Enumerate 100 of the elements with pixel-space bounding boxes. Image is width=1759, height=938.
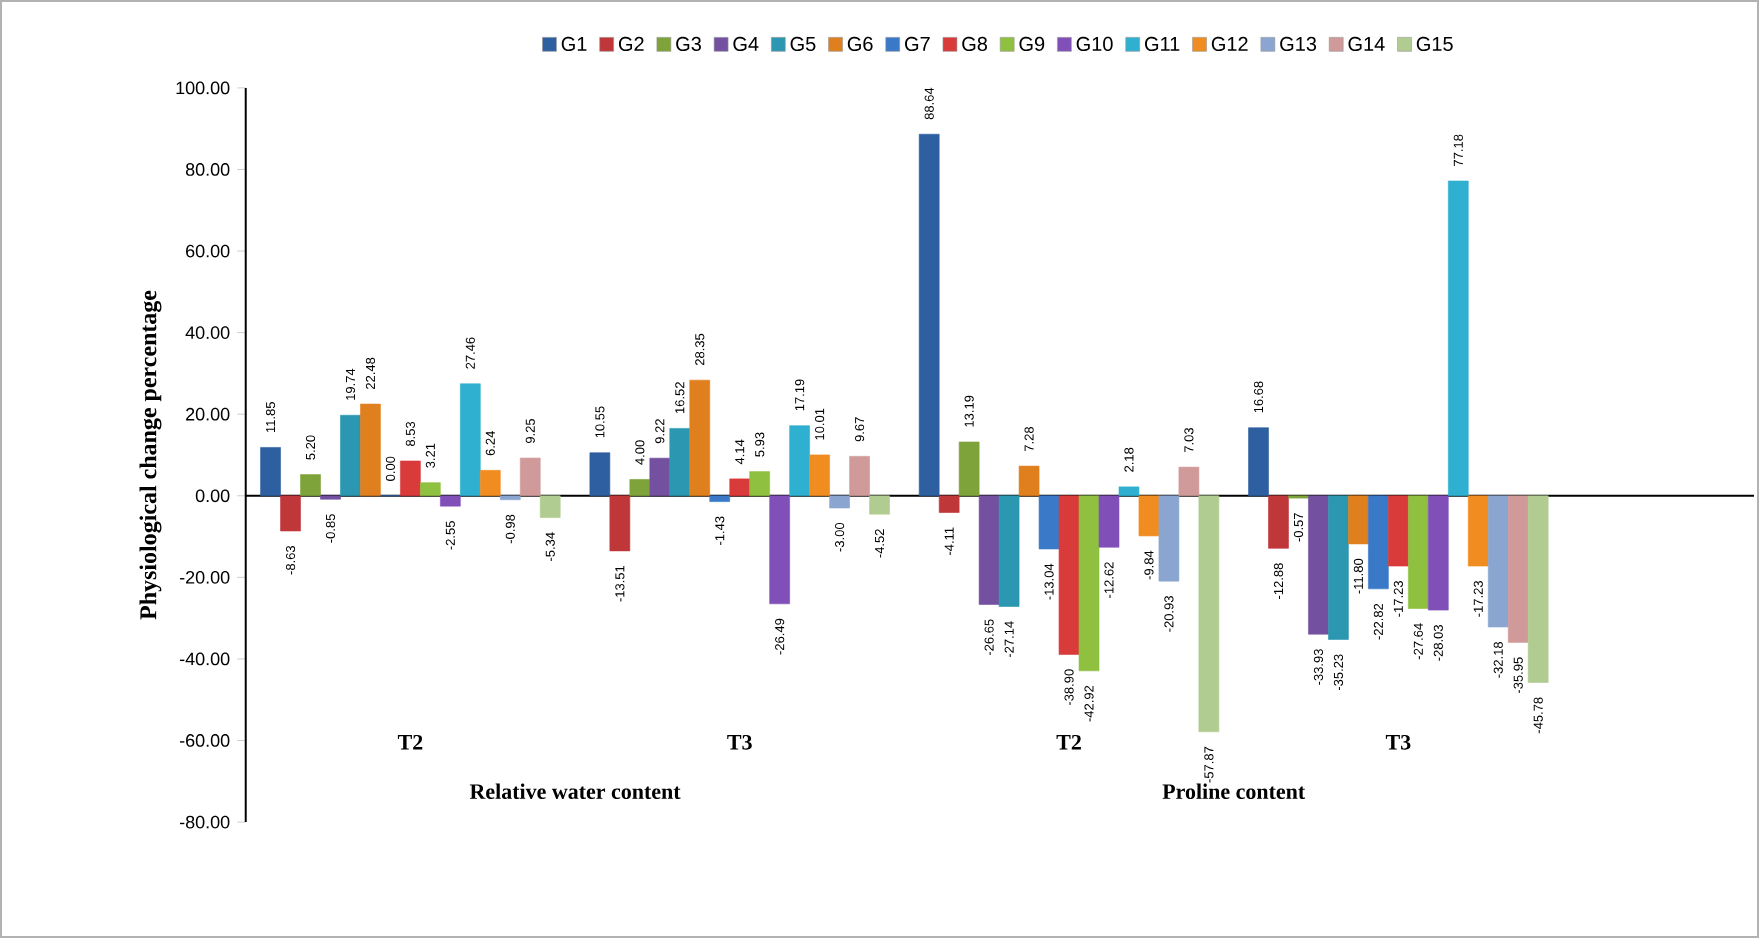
data-label: 4.14 <box>735 439 745 465</box>
x-tick-label: T2 <box>1056 734 1081 750</box>
data-label: -33.93 <box>1313 649 1324 685</box>
bar <box>729 478 750 497</box>
data-label: -26.49 <box>775 618 785 655</box>
data-label: 9.25 <box>525 418 535 444</box>
data-label: 8.53 <box>405 421 415 447</box>
y-tick-label: -40.00 <box>179 652 230 666</box>
bar <box>1408 495 1429 609</box>
data-label: 10.01 <box>815 408 825 440</box>
data-label: -35.23 <box>1333 654 1344 691</box>
bar <box>1507 495 1529 643</box>
data-label: 28.35 <box>695 333 705 366</box>
bar <box>480 470 501 497</box>
bar <box>1138 495 1160 537</box>
y-tick-label: 40.00 <box>185 326 230 340</box>
bar <box>978 495 1000 605</box>
bar <box>1467 495 1489 567</box>
data-label: -22.82 <box>1373 603 1383 640</box>
data-label: -42.92 <box>1084 685 1094 722</box>
legend-label: G13 <box>1280 36 1317 52</box>
bar <box>300 474 321 497</box>
y-tick-label: -80.00 <box>179 815 230 829</box>
bar <box>1527 495 1549 683</box>
bar <box>649 457 671 497</box>
y-axis-title: Physiological change percentage <box>139 290 162 620</box>
data-label: 9.22 <box>655 419 665 444</box>
legend-label: G2 <box>618 36 644 52</box>
bar <box>1448 180 1469 497</box>
data-label: -11.80 <box>1353 558 1363 594</box>
data-label: -2.55 <box>445 521 455 550</box>
data-label: 88.64 <box>924 87 934 120</box>
bar <box>260 447 281 497</box>
data-label: -4.11 <box>944 527 954 556</box>
annotation: Relative water content <box>469 783 681 800</box>
legend-label: G11 <box>1145 36 1180 52</box>
y-tick-label: 20.00 <box>186 407 230 421</box>
bar <box>998 495 1020 607</box>
bar <box>849 456 870 497</box>
data-label: -57.87 <box>1204 746 1214 783</box>
bar <box>1388 495 1409 567</box>
data-label: -1.43 <box>715 516 725 546</box>
bar <box>440 495 461 507</box>
bar <box>1018 465 1040 497</box>
data-label: -9.84 <box>1144 550 1154 580</box>
bar <box>1268 495 1289 549</box>
bar <box>749 471 770 497</box>
bar <box>789 425 810 497</box>
data-label: 4.00 <box>635 440 645 465</box>
x-tick-label: T2 <box>397 734 423 750</box>
data-label: 16.68 <box>1253 381 1264 413</box>
legend-label: G12 <box>1211 36 1248 52</box>
data-label: -12.88 <box>1273 563 1284 599</box>
bar <box>1428 495 1449 611</box>
bar <box>1158 495 1180 582</box>
bar <box>340 414 361 497</box>
bar <box>400 460 421 497</box>
legend-label: G10 <box>1076 36 1113 52</box>
bar <box>460 383 481 497</box>
data-label: -0.85 <box>325 514 336 543</box>
data-label: -0.57 <box>1293 513 1304 542</box>
data-label: 7.28 <box>1024 427 1034 452</box>
data-label: 6.24 <box>485 431 495 456</box>
legend-label: G4 <box>733 36 759 52</box>
bar <box>689 379 711 497</box>
bar <box>1098 495 1120 548</box>
data-label: -5.34 <box>545 532 555 561</box>
data-label: 5.93 <box>755 432 765 457</box>
bar <box>1078 495 1100 672</box>
bar <box>609 495 631 552</box>
data-label: 10.55 <box>595 406 605 438</box>
bar <box>1058 495 1080 655</box>
data-label: 22.48 <box>365 357 376 390</box>
bar <box>539 495 561 518</box>
annotation: Proline content <box>1162 783 1306 800</box>
data-label: -28.03 <box>1433 625 1443 661</box>
data-label: 13.19 <box>964 395 974 427</box>
data-label: 27.46 <box>465 337 475 369</box>
data-label: -32.18 <box>1493 642 1503 678</box>
x-tick-label: T3 <box>1385 734 1411 750</box>
legend-label: G7 <box>905 36 930 52</box>
legend-label: G6 <box>847 36 873 52</box>
bar <box>1288 495 1309 499</box>
y-tick-label: -20.00 <box>179 571 230 584</box>
y-tick-label: 100.00 <box>176 81 230 95</box>
data-label: -4.52 <box>874 529 885 558</box>
y-tick-label: 60.00 <box>186 244 230 258</box>
bar <box>629 479 651 497</box>
data-label: 5.20 <box>305 435 316 460</box>
bar <box>918 133 940 497</box>
data-label: -27.64 <box>1413 623 1423 660</box>
data-label: 16.52 <box>675 382 685 414</box>
legend-label: G9 <box>1019 36 1045 52</box>
data-label: -0.98 <box>505 514 515 544</box>
bar <box>420 482 441 497</box>
bar <box>669 428 691 497</box>
bar <box>1198 495 1220 733</box>
bar <box>1348 495 1369 545</box>
data-label: -26.65 <box>984 619 994 656</box>
bar <box>1487 495 1509 628</box>
